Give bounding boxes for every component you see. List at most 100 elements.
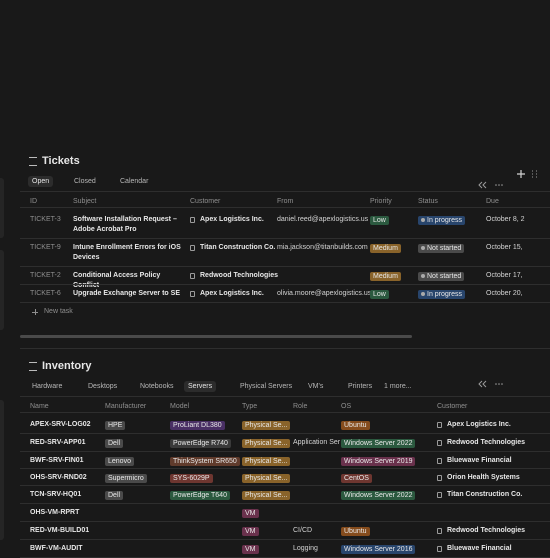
view-tab[interactable]: VM's <box>308 383 324 390</box>
row-divider <box>20 433 550 434</box>
cell: Intune Enrollment Errors for iOS Devices <box>73 244 181 261</box>
cell: Upgrade Exchange Server to SE <box>73 290 180 297</box>
tag: Windows Server 2019 <box>341 457 416 466</box>
section-title: Tickets <box>42 155 80 167</box>
page-icon <box>437 475 442 481</box>
cell: mia.jackson@titanbuilds.com <box>277 244 368 251</box>
view-tab[interactable]: 1 more... <box>384 383 412 390</box>
tag: CentOS <box>341 474 372 483</box>
toolbar-icons[interactable] <box>478 168 550 192</box>
page-icon <box>190 273 195 279</box>
tag-text: Medium <box>373 245 398 252</box>
tag: Low <box>370 216 389 225</box>
tag-text: VM <box>245 528 256 535</box>
tag-text: Physical Se... <box>245 440 288 447</box>
page-icon <box>190 245 195 251</box>
tag: VM <box>242 509 259 518</box>
tag: Dell <box>105 491 124 500</box>
tag: Physical Se... <box>242 491 291 500</box>
cell: BWF-SRV-FIN01 <box>30 457 84 464</box>
tag-text: Physical Se... <box>245 492 288 499</box>
title-icon <box>29 157 37 166</box>
column-header: Name <box>30 403 49 410</box>
tag-text: Supermicro <box>108 475 144 482</box>
tag: Medium <box>370 244 401 253</box>
cell: Apex Logistics Inc. <box>200 216 264 223</box>
view-tab[interactable]: Closed <box>74 178 96 185</box>
page-icon <box>437 546 442 552</box>
row-divider <box>20 266 550 267</box>
view-tab[interactable]: Servers <box>184 381 217 392</box>
column-header: Status <box>418 198 438 205</box>
tag-text: Low <box>373 291 386 298</box>
row-divider <box>20 396 550 397</box>
collapse-icon[interactable] <box>478 181 487 189</box>
cell: Software Installation Request – Adobe Ac… <box>73 216 177 233</box>
tag: Windows Server 2022 <box>341 439 416 448</box>
view-tab[interactable]: Calendar <box>120 178 149 185</box>
cell: TCN-SRV-HQ01 <box>30 491 82 498</box>
tag-text: Physical Se... <box>245 422 288 429</box>
view-tab[interactable]: Open <box>28 176 54 187</box>
row-divider <box>20 503 550 504</box>
sidebar-edge <box>0 400 4 540</box>
tag: ProLiant DL380 <box>170 421 225 430</box>
new-row[interactable]: New task <box>44 308 73 315</box>
cell: TICKET-2 <box>30 272 61 279</box>
page-icon <box>437 440 442 446</box>
column-header: Role <box>293 403 308 410</box>
row-divider <box>20 521 550 522</box>
tag: PowerEdge T640 <box>170 491 230 500</box>
title-icon <box>29 362 37 371</box>
tag-text: Dell <box>108 492 121 499</box>
tag-text: PowerEdge T640 <box>173 492 227 499</box>
row-divider <box>20 191 550 192</box>
row-divider <box>20 302 550 303</box>
add-icon[interactable] <box>517 170 525 178</box>
cell: Titan Construction Co. <box>200 244 276 251</box>
column-header: Manufacturer <box>105 403 147 410</box>
tag: Medium <box>370 272 401 281</box>
divider <box>20 348 550 349</box>
cell: Logging <box>293 545 318 552</box>
row-divider <box>20 207 550 208</box>
view-tab[interactable]: Notebooks <box>140 383 174 390</box>
toolbar-icons[interactable] <box>478 378 518 390</box>
tag-text: Physical Se... <box>245 458 288 465</box>
tag-text: Low <box>373 217 386 224</box>
row-divider <box>20 468 550 469</box>
row-divider <box>20 451 550 452</box>
cell: Redwood Technologies <box>447 439 526 446</box>
cell: CI/CD <box>293 527 313 534</box>
column-header: OS <box>341 403 352 410</box>
cell: Apex Logistics Inc. <box>200 290 264 297</box>
scrollbar[interactable] <box>20 335 412 338</box>
tag: Not started <box>418 244 465 253</box>
page-icon <box>437 458 442 464</box>
column-header: ID <box>30 198 37 205</box>
tag: Physical Se... <box>242 439 291 448</box>
cell: TICKET-6 <box>30 290 61 297</box>
column-header: Model <box>170 403 190 410</box>
tag: Physical Se... <box>242 474 291 483</box>
section-title: Inventory <box>42 360 92 372</box>
tag-text: Ubuntu <box>344 422 367 429</box>
drag-icon[interactable] <box>532 170 537 178</box>
view-tab[interactable]: Printers <box>348 383 373 390</box>
cell: TICKET-9 <box>30 244 61 251</box>
cell: olivia.moore@apexlogistics.us <box>277 290 372 297</box>
cell: Bluewave Financial <box>447 457 512 464</box>
page-icon <box>437 492 442 498</box>
page-icon <box>190 291 195 297</box>
column-header: From <box>277 198 294 205</box>
view-tab[interactable]: Desktops <box>88 383 118 390</box>
row-divider <box>20 539 550 540</box>
tag-text: Physical Se... <box>245 475 288 482</box>
tag-text: In progress <box>427 217 463 224</box>
tag-text: Lenovo <box>108 458 131 465</box>
tag-text: In progress <box>427 291 463 298</box>
row-divider <box>20 485 550 486</box>
view-tab[interactable]: Physical Servers <box>240 383 293 390</box>
cell: TICKET-3 <box>30 216 61 223</box>
view-tab[interactable]: Hardware <box>32 383 63 390</box>
